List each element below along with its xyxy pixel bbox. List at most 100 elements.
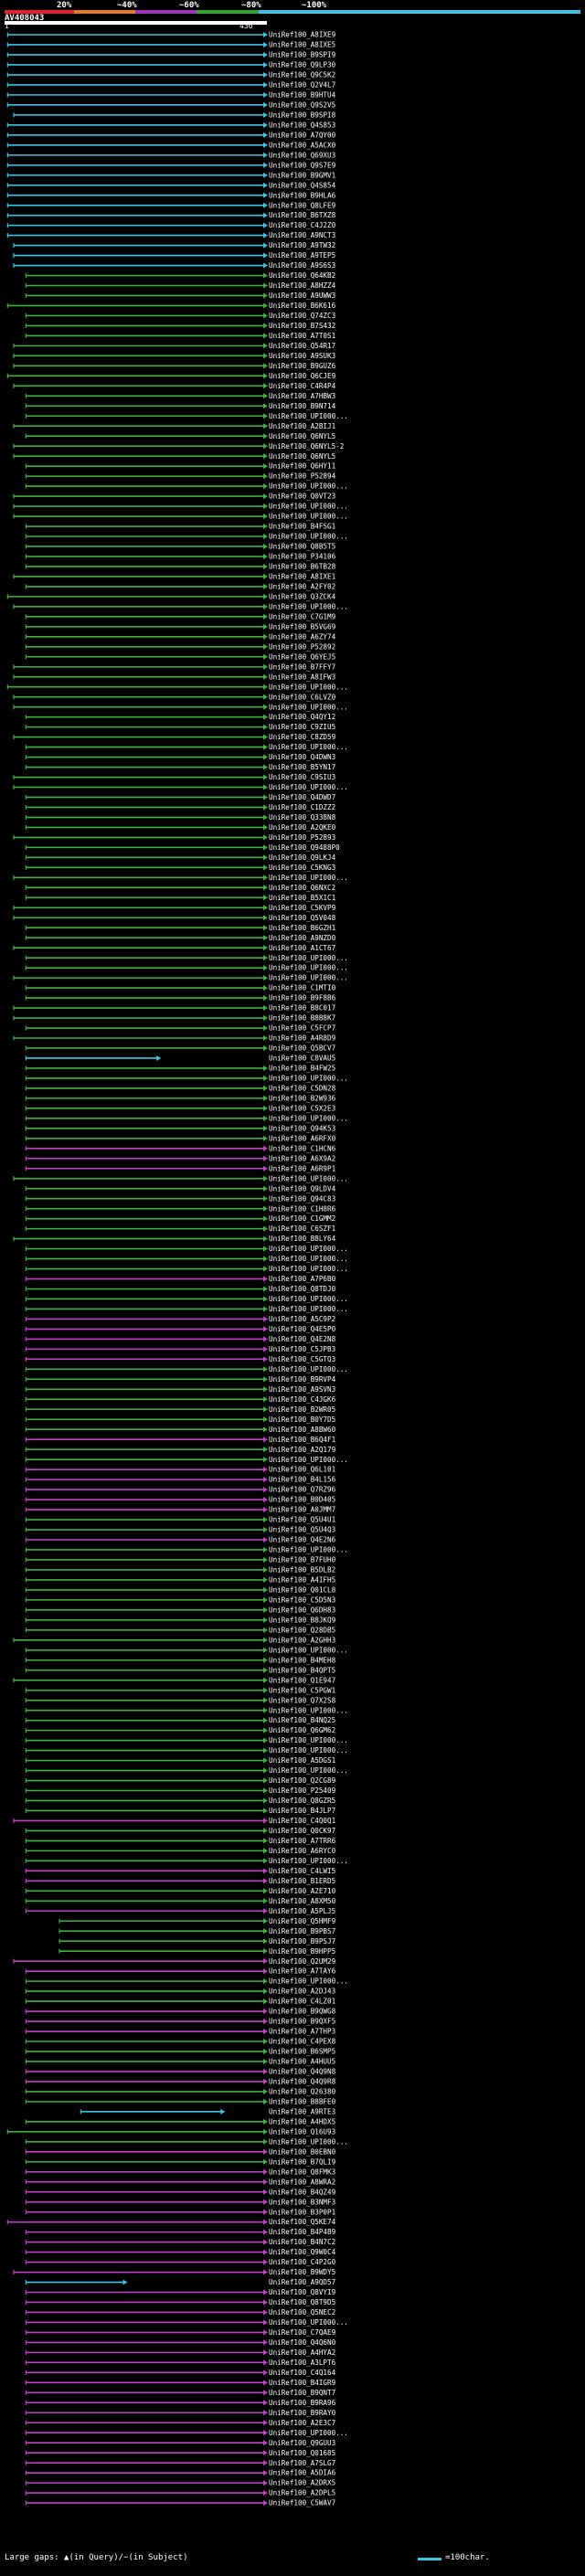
hit-row[interactable]: UniRef100_Q9S7E9: [6, 161, 336, 169]
hit-row[interactable]: UniRef100_C4Q0Q1: [13, 1817, 336, 1825]
hit-label[interactable]: UniRef100_Q4E2N6: [269, 1536, 336, 1544]
hit-row[interactable]: UniRef100_UPI000...: [25, 533, 348, 541]
hit-label[interactable]: UniRef100_C5JPB3: [269, 1345, 335, 1353]
hit-label[interactable]: UniRef100_UPI000...: [269, 1857, 348, 1865]
hit-label[interactable]: UniRef100_Q8TDJ0: [269, 1285, 336, 1293]
hit-label[interactable]: UniRef100_UPI000...: [269, 964, 348, 972]
hit-row[interactable]: UniRef100_Q4Q6N0: [25, 2338, 336, 2347]
hit-label[interactable]: UniRef100_Q4E5P0: [269, 1325, 336, 1333]
hit-row[interactable]: UniRef100_A7TRR6: [25, 1837, 336, 1845]
hit-label[interactable]: UniRef100_UPI000...: [269, 1736, 348, 1744]
hit-row[interactable]: UniRef100_B8B8K7: [13, 1014, 335, 1023]
hit-label[interactable]: UniRef100_B8JKQ9: [269, 1616, 336, 1624]
hit-row[interactable]: UniRef100_B8JKQ9: [25, 1616, 336, 1624]
hit-row[interactable]: UniRef100_C4PEX8: [25, 2038, 336, 2046]
hit-row[interactable]: UniRef100_Q9LDV4: [25, 1184, 336, 1193]
hit-label[interactable]: UniRef100_Q0CK97: [269, 1827, 335, 1835]
hit-row[interactable]: UniRef100_UPI000...: [25, 1075, 348, 1083]
hit-row[interactable]: UniRef100_B9GMV1: [6, 171, 336, 179]
hit-label[interactable]: UniRef100_P34106: [269, 553, 336, 561]
hit-row[interactable]: UniRef100_A8IFW3: [13, 673, 335, 681]
hit-row[interactable]: UniRef100_B5YN17: [25, 763, 335, 771]
hit-label[interactable]: UniRef100_Q5U4U1: [269, 1516, 336, 1524]
hit-row[interactable]: UniRef100_A2FY02: [25, 583, 335, 591]
hit-row[interactable]: UniRef100_C5WAV7: [25, 2499, 335, 2507]
hit-label[interactable]: UniRef100_A7HBW3: [269, 392, 335, 400]
hit-label[interactable]: UniRef100_Q6NYL5: [269, 452, 335, 461]
hit-label[interactable]: UniRef100_Q6DH83: [269, 1606, 335, 1614]
hit-label[interactable]: UniRef100_Q5BCV7: [269, 1044, 335, 1053]
hit-label[interactable]: UniRef100_UPI000...: [269, 1114, 348, 1122]
hit-row[interactable]: UniRef100_B4P4B9: [25, 2228, 336, 2236]
hit-row[interactable]: UniRef100_Q6GM62: [25, 1726, 335, 1734]
hit-label[interactable]: UniRef100_C6SZF1: [269, 1224, 336, 1233]
hit-row[interactable]: UniRef100_B4FSG1: [25, 523, 336, 531]
hit-label[interactable]: UniRef100_UPI000...: [269, 1174, 348, 1182]
hit-row[interactable]: UniRef100_UPI000...: [25, 1265, 348, 1273]
hit-label[interactable]: UniRef100_A8IFW3: [269, 673, 335, 681]
hit-row[interactable]: UniRef100_C4JGK6: [25, 1395, 336, 1404]
hit-row[interactable]: UniRef100_Q01685: [25, 2449, 335, 2457]
hit-label[interactable]: UniRef100_B2WR05: [269, 1405, 335, 1414]
hit-row[interactable]: UniRef100_UPI000...: [25, 954, 348, 962]
hit-label[interactable]: UniRef100_UPI000...: [269, 1265, 348, 1273]
hit-row[interactable]: UniRef100_A3LPT6: [25, 2359, 336, 2367]
hit-row[interactable]: UniRef100_C1H8R6: [25, 1204, 336, 1213]
hit-row[interactable]: UniRef100_B9HLA6: [6, 191, 336, 199]
hit-label[interactable]: UniRef100_B9RAY0: [269, 2409, 336, 2417]
hit-row[interactable]: UniRef100_Q8VYI9: [25, 2288, 336, 2296]
hit-row[interactable]: UniRef100_C5D5N3: [25, 1595, 335, 1604]
hit-row[interactable]: UniRef100_UPI000...: [25, 1766, 348, 1775]
hit-row[interactable]: UniRef100_UPI000...: [25, 2137, 348, 2146]
hit-label[interactable]: UniRef100_A2DJ43: [269, 1988, 335, 1996]
hit-label[interactable]: UniRef100_A4IFH5: [269, 1576, 335, 1585]
hit-label[interactable]: UniRef100_A9S6S3: [269, 261, 335, 270]
hit-label[interactable]: UniRef100_B6Q4F1: [269, 1436, 336, 1444]
hit-label[interactable]: UniRef100_A9UWW3: [269, 292, 335, 300]
hit-row[interactable]: UniRef100_B0EBN0: [25, 2147, 336, 2156]
hit-label[interactable]: UniRef100_UPI000...: [269, 602, 348, 610]
hit-label[interactable]: UniRef100_UPI000...: [269, 1075, 348, 1083]
hit-label[interactable]: UniRef100_A2QKE0: [269, 823, 336, 832]
hit-label[interactable]: UniRef100_Q6NYL5: [269, 432, 335, 440]
hit-label[interactable]: UniRef100_Q94C83: [269, 1194, 335, 1203]
hit-row[interactable]: UniRef100_Q9LKJ4: [25, 853, 336, 862]
hit-label[interactable]: UniRef100_P25409: [269, 1786, 336, 1795]
hit-row[interactable]: UniRef100_Q74ZC3: [25, 312, 335, 320]
hit-row[interactable]: UniRef100_Q3ZCK4: [6, 592, 336, 600]
hit-row[interactable]: UniRef100_B4L156: [25, 1476, 336, 1484]
hit-label[interactable]: UniRef100_Q54R17: [269, 342, 335, 350]
hit-row[interactable]: UniRef100_A9RTE3: [80, 2107, 335, 2115]
hit-row[interactable]: UniRef100_B0D405: [25, 1496, 335, 1504]
hit-label[interactable]: UniRef100_Q4S854: [269, 181, 336, 189]
hit-label[interactable]: UniRef100_C5DN28: [269, 1085, 336, 1093]
hit-row[interactable]: UniRef100_Q4Q9R8: [25, 2078, 336, 2086]
hit-label[interactable]: UniRef100_Q5V048: [269, 914, 336, 922]
hit-label[interactable]: UniRef100_C5PGW1: [269, 1686, 336, 1694]
hit-row[interactable]: UniRef100_B8BFE0: [25, 2097, 336, 2105]
hit-row[interactable]: UniRef100_A6ZY74: [25, 632, 336, 641]
hit-label[interactable]: UniRef100_UPI000...: [269, 2318, 348, 2327]
hit-label[interactable]: UniRef100_B8BFE0: [269, 2097, 336, 2105]
hit-label[interactable]: UniRef100_UPI000...: [269, 1546, 348, 1554]
hit-label[interactable]: UniRef100_A9TEP5: [269, 251, 335, 260]
hit-row[interactable]: UniRef100_A2Q179: [25, 1446, 336, 1454]
hit-label[interactable]: UniRef100_B5YN17: [269, 763, 335, 771]
hit-row[interactable]: UniRef100_B4QZ49: [25, 2188, 336, 2196]
hit-row[interactable]: UniRef100_A9TEP5: [13, 251, 335, 260]
hit-label[interactable]: UniRef100_B9HLA6: [269, 191, 336, 199]
hit-row[interactable]: UniRef100_A7P6B0: [25, 1275, 336, 1283]
hit-label[interactable]: UniRef100_A5DGS1: [269, 1756, 336, 1765]
hit-label[interactable]: UniRef100_B2W936: [269, 1094, 336, 1102]
hit-label[interactable]: UniRef100_UPI000...: [269, 954, 348, 962]
hit-label[interactable]: UniRef100_C4PEX8: [269, 2038, 336, 2046]
hit-label[interactable]: UniRef100_B5VG69: [269, 622, 336, 631]
hit-row[interactable]: UniRef100_C5GTQ3: [25, 1355, 335, 1363]
hit-label[interactable]: UniRef100_A5ACX0: [269, 141, 336, 149]
hit-row[interactable]: UniRef100_A8IXE5: [6, 41, 335, 49]
hit-row[interactable]: UniRef100_C5FCP7: [25, 1024, 335, 1033]
hit-row[interactable]: UniRef100_UPI000...: [13, 703, 348, 711]
hit-label[interactable]: UniRef100_C9ZIU5: [269, 723, 335, 731]
hit-label[interactable]: UniRef100_A7QY00: [269, 131, 336, 139]
hit-row[interactable]: UniRef100_UPI000...: [25, 1114, 348, 1122]
